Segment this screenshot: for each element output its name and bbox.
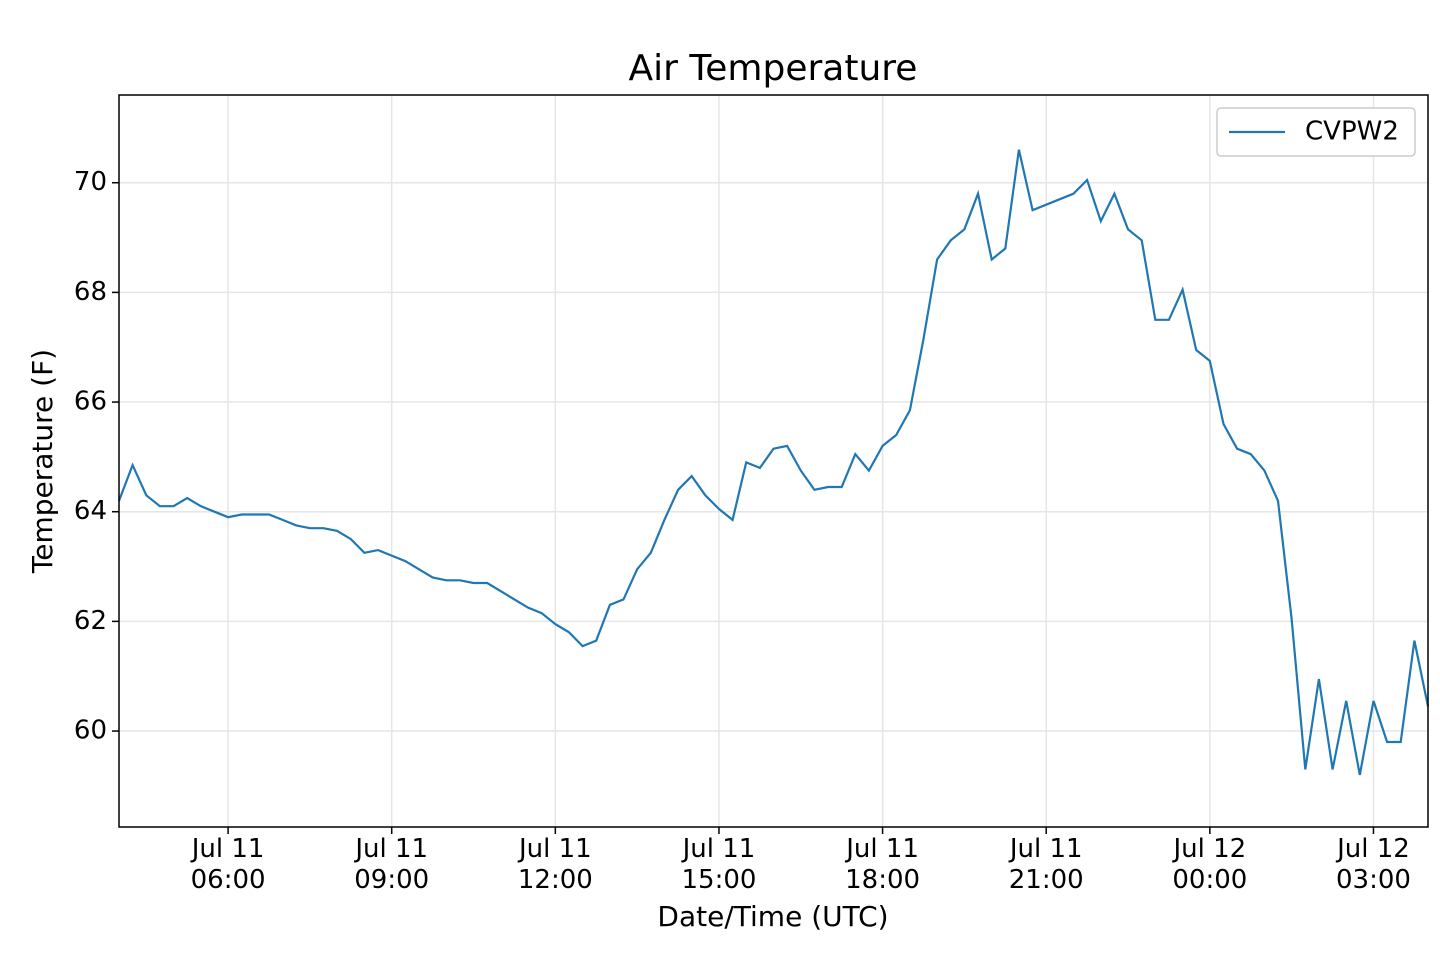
x-tick-label: Jul 11 15:00 [681, 834, 757, 895]
legend-label: CVPW2 [1305, 117, 1399, 147]
x-tick-label: Jul 11 12:00 [517, 834, 593, 895]
y-tick-label: 64 [74, 496, 107, 526]
x-tick-label: Jul 11 18:00 [845, 834, 921, 895]
x-tick-label: Jul 12 03:00 [1335, 834, 1411, 895]
chart-title: Air Temperature [629, 48, 918, 89]
data-line [117, 149, 1430, 776]
y-tick-label: 62 [74, 606, 107, 636]
y-tick-label: 68 [74, 277, 107, 307]
x-tick-label: Jul 12 00:00 [1172, 834, 1248, 895]
x-axis-label: Date/Time (UTC) [657, 900, 888, 933]
y-axis-label: Temperature (F) [26, 349, 59, 574]
x-tick-label: Jul 11 09:00 [354, 834, 430, 895]
x-tick-label: Jul 11 06:00 [190, 834, 266, 895]
legend-box [1216, 107, 1416, 157]
y-tick-label: 66 [74, 387, 107, 417]
y-tick-label: 70 [74, 167, 107, 197]
x-tick-label: Jul 11 21:00 [1008, 834, 1084, 895]
plot-frame [118, 94, 1429, 828]
y-tick-label: 60 [74, 716, 107, 746]
